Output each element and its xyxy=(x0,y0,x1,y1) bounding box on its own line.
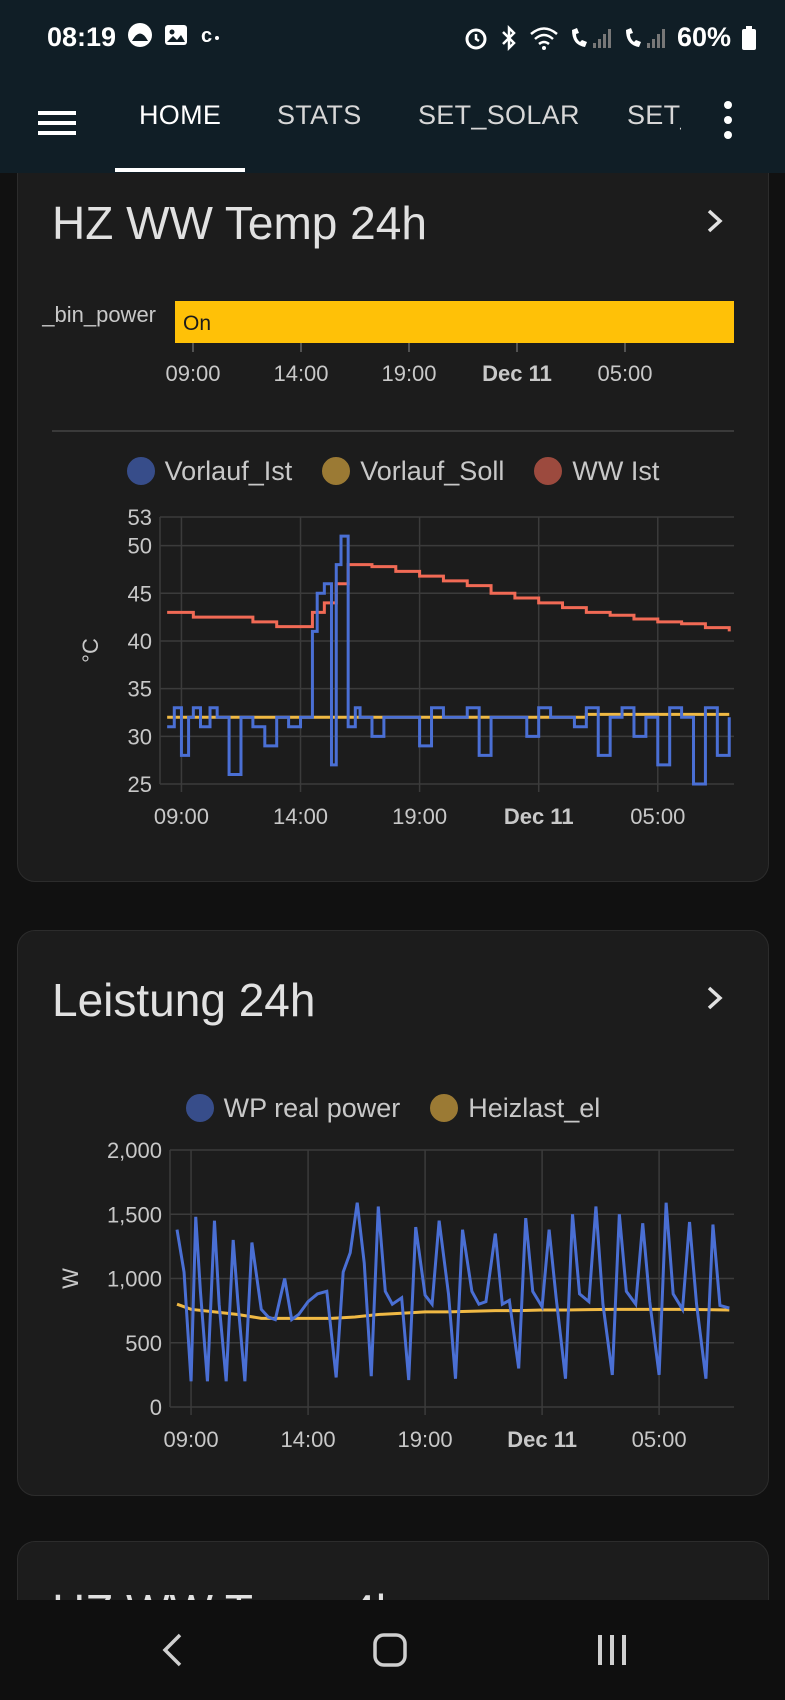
y-tick-label: 50 xyxy=(128,534,152,559)
legend-label: WP real power xyxy=(223,1092,401,1123)
legend-item[interactable]: WP real power xyxy=(185,1092,401,1124)
x-tick-label: 09:00 xyxy=(164,1427,219,1452)
chevron-right-icon[interactable] xyxy=(702,983,728,1013)
x-tick-label: 19:00 xyxy=(392,804,447,829)
back-icon[interactable] xyxy=(160,1632,184,1668)
legend-swatch xyxy=(322,457,351,485)
series-line[interactable] xyxy=(167,534,731,786)
status-bar: 08:19 c 60% xyxy=(0,0,785,78)
notification-icons: c xyxy=(127,22,221,48)
x-tick-label: Dec 11 xyxy=(504,804,574,829)
battery-icon xyxy=(742,25,756,50)
power-chart: 0 500 1,000 1,500 2,000 09:00 14:00 19:00 Dec 11… xyxy=(58,1138,734,1452)
recent-apps-icon[interactable] xyxy=(595,1632,629,1668)
legend-swatch xyxy=(534,457,563,485)
legend-item[interactable]: Heizlast_el xyxy=(430,1093,600,1124)
y-tick-label: 0 xyxy=(150,1395,162,1420)
y-tick-label: 2,000 xyxy=(107,1138,162,1163)
battery-level: 60% xyxy=(676,22,731,52)
y-tick-label: 25 xyxy=(128,772,152,797)
system-navigation-bar xyxy=(0,1600,785,1700)
y-tick-label: 30 xyxy=(128,724,152,749)
legend-item[interactable]: Vorlauf_Ist xyxy=(126,455,293,487)
chart-legend: Vorlauf_Ist Vorlauf_Soll WW Ist xyxy=(18,446,768,496)
y-tick-label: 1,000 xyxy=(107,1267,162,1292)
y-axis-label: °C xyxy=(78,638,103,663)
dashboard-content[interactable]: HZ WW Temp 24h _bin_power On 09:00 14:00 1… xyxy=(0,173,785,1600)
call-signal-1-icon xyxy=(571,27,611,48)
status-time: 08:19 xyxy=(47,22,117,52)
legend-item[interactable]: Vorlauf_Soll xyxy=(322,456,504,487)
timeline-tick-label: 05:00 xyxy=(597,361,652,386)
x-tick-label: 14:00 xyxy=(281,1427,336,1452)
divider xyxy=(52,430,734,432)
x-tick-label: 09:00 xyxy=(154,804,209,829)
legend-swatch xyxy=(430,1094,459,1122)
legend-label: WW Ist xyxy=(572,455,660,486)
y-axis-label: W xyxy=(58,1268,83,1289)
card-hz-ww-temp-24h: HZ WW Temp 24h _bin_power On 09:00 14:00 1… xyxy=(17,173,769,882)
card-title: HZ WW Temp 4h xyxy=(52,1584,401,1600)
overflow-menu-icon[interactable] xyxy=(718,100,738,140)
y-tick-label: 40 xyxy=(128,629,152,654)
wifi-icon xyxy=(530,26,558,50)
tab-set-solar[interactable]: SET_SOLAR xyxy=(418,100,580,130)
timeline-tick-label: 14:00 xyxy=(273,361,328,386)
legend-swatch xyxy=(185,1094,214,1122)
x-tick-label: 05:00 xyxy=(630,804,685,829)
alarm-icon xyxy=(465,28,487,49)
card-title: HZ WW Temp 24h xyxy=(52,197,427,249)
timeline-tick-label: 19:00 xyxy=(381,361,436,386)
card-hz-ww-temp-4h: HZ WW Temp 4h xyxy=(17,1541,769,1600)
legend-item[interactable]: WW Ist xyxy=(534,456,659,487)
legend-label: Heizlast_el xyxy=(468,1092,601,1123)
timeline-chart: _bin_power On 09:00 14:00 19:00 Dec 11 05:00 xyxy=(41,301,734,386)
y-tick-label: 45 xyxy=(128,581,152,606)
y-tick-label: 1,500 xyxy=(107,1202,162,1227)
tab-home[interactable]: HOME xyxy=(139,100,222,130)
x-tick-label: 14:00 xyxy=(273,804,328,829)
gallery-icon xyxy=(165,25,187,45)
x-tick-label: 19:00 xyxy=(398,1427,453,1452)
timeline-tick-label: 09:00 xyxy=(165,361,220,386)
home-icon[interactable] xyxy=(372,1632,408,1668)
active-tab-indicator xyxy=(115,168,245,172)
series-line[interactable] xyxy=(167,563,731,632)
app-notification-icon xyxy=(128,23,152,47)
x-tick-label: 05:00 xyxy=(632,1427,687,1452)
chart-legend: WP real power Heizlast_el xyxy=(18,1083,768,1133)
timeline-state-bar[interactable] xyxy=(175,301,734,343)
app-bar: HOME STATS SET_SOLAR SET_ xyxy=(0,78,785,173)
temperature-chart: 25 30 35 40 45 50 53 09:00 14:00 19:00 Dec 11 05:00… xyxy=(78,505,734,829)
y-tick-label: 53 xyxy=(128,505,152,530)
timeline-entity-label: _bin_power xyxy=(41,302,156,327)
tab-stats[interactable]: STATS xyxy=(277,100,362,130)
tab-set[interactable]: SET_ xyxy=(627,100,681,130)
bluetooth-icon xyxy=(502,24,516,51)
chevron-right-icon[interactable] xyxy=(702,206,728,236)
y-tick-label: 35 xyxy=(128,677,152,702)
legend-swatch xyxy=(126,457,155,485)
c-icon: c xyxy=(201,25,219,46)
menu-icon[interactable] xyxy=(38,104,78,144)
card-title: Leistung 24h xyxy=(52,974,316,1026)
call-signal-2-icon xyxy=(625,27,665,48)
timeline-tick-label: Dec 11 xyxy=(482,361,552,386)
y-tick-label: 500 xyxy=(125,1331,162,1356)
legend-label: Vorlauf_Soll xyxy=(360,455,505,486)
svg-text:c: c xyxy=(201,25,212,46)
series-line[interactable] xyxy=(175,1202,730,1382)
x-tick-label: Dec 11 xyxy=(507,1427,577,1452)
timeline-state-label: On xyxy=(183,312,211,335)
legend-label: Vorlauf_Ist xyxy=(164,455,293,486)
system-icons: 60% xyxy=(463,22,757,53)
